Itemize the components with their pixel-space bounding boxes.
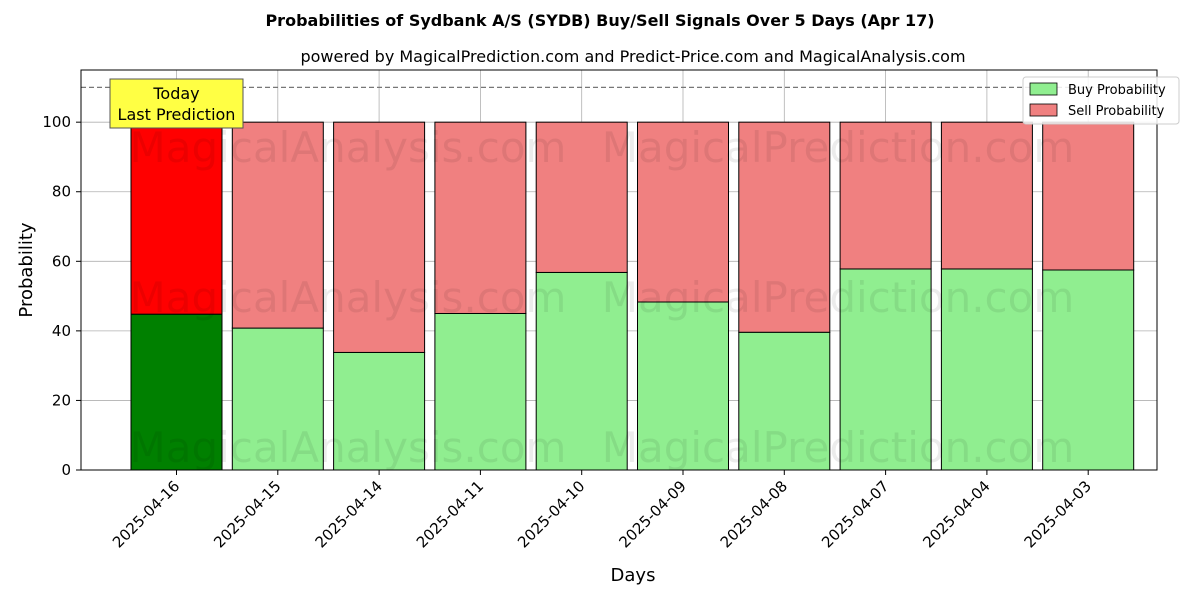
- legend-swatch-buy: [1029, 82, 1058, 96]
- buy-bar-2025-04-09: [637, 301, 729, 471]
- sell-bar-2025-04-10: [535, 121, 628, 273]
- chart-subtitle: powered by MagicalPrediction.com and Pre…: [300, 47, 965, 66]
- legend: Buy Probability Sell Probability: [1022, 76, 1180, 125]
- sell-bar-2025-04-16: [130, 121, 223, 315]
- y-tick-label: 60: [52, 252, 71, 270]
- chart-title: Probabilities of Sydbank A/S (SYDB) Buy/…: [265, 11, 934, 30]
- today-annotation: Today Last Prediction: [109, 78, 244, 129]
- annotation-line-2: Last Prediction: [118, 105, 236, 124]
- x-tick-label: 2025-04-10: [514, 477, 588, 551]
- x-tick-label: 2025-04-14: [312, 477, 386, 551]
- watermark: MagicalPrediction.com: [602, 273, 1075, 322]
- y-tick-label: 80: [52, 183, 71, 201]
- y-tick-label: 20: [52, 391, 71, 409]
- annotation-box: [109, 78, 244, 129]
- y-tick-label: 40: [52, 322, 71, 340]
- x-axis: 2025-04-16 2025-04-15 2025-04-14 2025-04-11…: [109, 470, 1095, 551]
- sell-bar-2025-04-14: [333, 121, 426, 353]
- watermark: MagicalPrediction.com: [602, 123, 1075, 172]
- x-tick-label: 2025-04-04: [919, 477, 993, 551]
- buy-bar-2025-04-08: [738, 331, 831, 471]
- legend-frame: [1022, 76, 1180, 125]
- watermarks: MagicalAnalysis.com MagicalPrediction.com…: [130, 123, 1075, 472]
- watermark: MagicalAnalysis.com: [130, 123, 567, 172]
- watermark: MagicalAnalysis.com: [130, 273, 567, 322]
- x-tick-label: 2025-04-09: [615, 477, 689, 551]
- sell-bar-2025-04-09: [637, 121, 729, 303]
- legend-swatch-sell: [1029, 103, 1058, 117]
- sell-bar-2025-04-11: [434, 121, 527, 314]
- x-tick-label: 2025-04-16: [109, 477, 183, 551]
- y-axis: 0 20 40 60 80 100: [42, 113, 81, 479]
- sell-bar-2025-04-08: [738, 121, 831, 333]
- sell-bar-2025-04-15: [231, 121, 324, 329]
- y-tick-label: 100: [42, 113, 71, 131]
- buy-bar-2025-04-16: [130, 313, 223, 471]
- bars: [130, 121, 1135, 471]
- legend-label-sell: Sell Probability: [1068, 104, 1165, 119]
- y-tick-label: 0: [61, 461, 71, 479]
- buy-bar-2025-04-10: [535, 271, 628, 471]
- buy-bar-2025-04-03: [1042, 269, 1135, 471]
- x-tick-label: 2025-04-11: [413, 477, 487, 551]
- buy-bar-2025-04-04: [940, 268, 1033, 471]
- buy-bar-2025-04-14: [333, 351, 426, 471]
- x-tick-label: 2025-04-07: [818, 477, 892, 551]
- buy-bar-2025-04-11: [434, 312, 527, 471]
- sell-bar-2025-04-03: [1042, 121, 1135, 271]
- x-tick-label: 2025-04-08: [717, 477, 791, 551]
- x-tick-label: 2025-04-03: [1021, 477, 1095, 551]
- legend-label-buy: Buy Probability: [1068, 83, 1166, 98]
- plot-frame: [80, 69, 1158, 471]
- watermark: MagicalAnalysis.com: [130, 423, 567, 472]
- x-axis-label: Days: [611, 565, 656, 586]
- sell-bar-2025-04-07: [839, 121, 932, 270]
- y-axis-label: Probability: [16, 222, 37, 317]
- x-tick-label: 2025-04-15: [210, 477, 284, 551]
- buy-bar-2025-04-07: [839, 268, 932, 471]
- sell-bar-2025-04-04: [940, 121, 1033, 270]
- annotation-line-1: Today: [152, 84, 199, 103]
- watermark: MagicalPrediction.com: [602, 423, 1075, 472]
